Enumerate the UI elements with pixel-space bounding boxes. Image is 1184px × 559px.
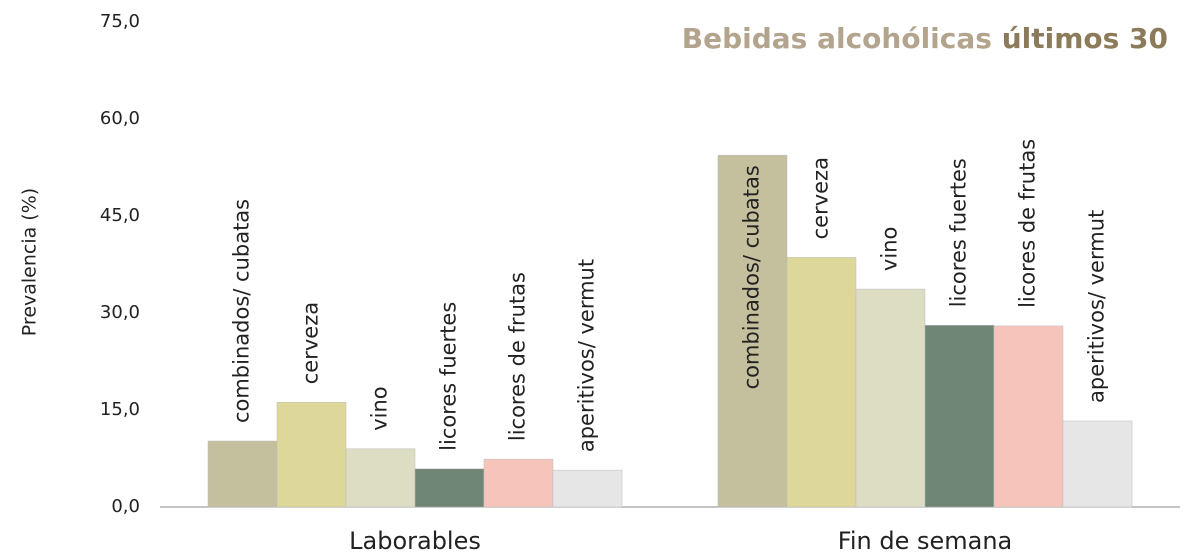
y-tick-label: 45,0 xyxy=(100,205,140,226)
x-tick-label: Fin de semana xyxy=(838,527,1012,555)
bar xyxy=(276,401,347,508)
bar-label: vino xyxy=(368,386,392,430)
title-part: Bebidas alcohólicas xyxy=(682,22,992,55)
bar-label: licores fuertes xyxy=(947,158,971,307)
bar xyxy=(993,325,1064,508)
bar xyxy=(207,440,278,508)
bar-label: combinados/ cubatas xyxy=(230,199,254,423)
bar xyxy=(1062,420,1133,508)
title-part: últimos 30 xyxy=(1002,22,1168,55)
bar xyxy=(345,448,416,508)
bar-label: licores fuertes xyxy=(437,302,461,451)
bar xyxy=(717,154,788,508)
y-axis-label: Prevalencia (%) xyxy=(19,188,41,336)
y-tick-label: 60,0 xyxy=(100,108,140,129)
bar-label: cerveza xyxy=(299,302,323,384)
y-tick-label: 15,0 xyxy=(100,399,140,420)
bar-label: vino xyxy=(878,227,902,271)
bar-label: cerveza xyxy=(809,157,833,239)
y-tick-label: 0,0 xyxy=(111,496,140,517)
bar xyxy=(924,325,995,508)
x-tick-label: Laborables xyxy=(349,527,481,555)
bar xyxy=(414,468,485,508)
bar-label: aperitivos/ vermut xyxy=(1085,210,1109,403)
y-tick-label: 30,0 xyxy=(100,302,140,323)
bar-label: combinados/ cubatas xyxy=(740,165,764,389)
bar-label: licores de frutas xyxy=(1016,139,1040,308)
bar-label: licores de frutas xyxy=(506,272,530,441)
bar xyxy=(855,288,926,508)
bar xyxy=(483,458,554,508)
bar-label: aperitivos/ vermut xyxy=(575,259,599,452)
bar xyxy=(786,257,857,508)
y-tick-label: 75,0 xyxy=(100,11,140,32)
bar xyxy=(552,469,623,508)
chart-title: Bebidas alcohólicas últimos 30 xyxy=(682,22,1168,55)
